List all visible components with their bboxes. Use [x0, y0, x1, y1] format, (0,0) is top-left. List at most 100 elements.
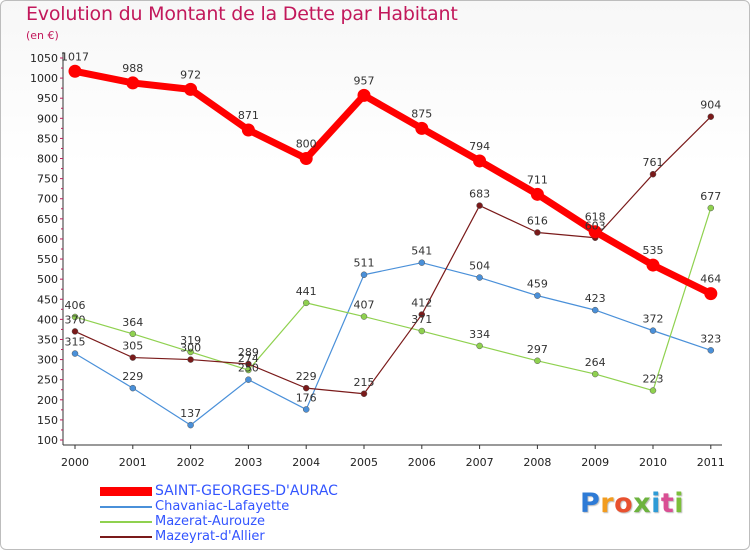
data-label-chavaniac: 372 — [643, 313, 664, 326]
y-tick-label: 400 — [37, 313, 58, 326]
data-label-saint-georges: 794 — [469, 140, 490, 153]
data-label-mazerat: 441 — [296, 285, 317, 298]
data-point-mazeyrat — [476, 202, 483, 209]
data-label-chavaniac: 459 — [527, 278, 548, 291]
data-label-saint-georges: 618 — [585, 211, 606, 224]
data-point-mazeyrat — [302, 384, 310, 392]
y-tick-label: 650 — [37, 213, 58, 226]
data-label-saint-georges: 972 — [180, 68, 201, 81]
data-label-mazeyrat: 300 — [180, 342, 201, 355]
y-tick-label: 850 — [37, 132, 58, 145]
y-tick-label: 900 — [37, 112, 58, 125]
data-point-saint-georges — [588, 225, 602, 239]
data-point-mazerat — [707, 204, 715, 212]
data-point-mazeyrat — [129, 354, 137, 361]
legend-swatch-mazeyrat — [100, 536, 152, 538]
data-point-chavaniac — [71, 350, 79, 357]
x-tick-label: 2002 — [177, 456, 205, 469]
data-label-mazerat: 319 — [180, 334, 201, 347]
data-point-saint-georges — [241, 123, 255, 137]
x-tick-label: 2001 — [119, 456, 147, 469]
y-tick-label: 1000 — [30, 72, 58, 85]
series-line-saint-georges — [74, 67, 713, 297]
series-line-chavaniac — [74, 262, 711, 426]
data-label-chavaniac: 541 — [411, 245, 432, 258]
y-tick-label: 500 — [37, 273, 58, 286]
data-label-chavaniac: 176 — [296, 391, 317, 404]
data-point-chavaniac — [245, 376, 252, 383]
data-label-chavaniac: 137 — [180, 407, 201, 420]
data-label-mazerat: 334 — [469, 328, 490, 341]
y-tick-label: 600 — [37, 233, 58, 246]
data-point-mazerat — [71, 313, 79, 321]
data-point-chavaniac — [129, 384, 137, 392]
x-tick-label: 2011 — [697, 456, 725, 469]
data-point-mazeyrat — [245, 360, 252, 368]
data-label-mazeyrat: 616 — [527, 215, 548, 228]
data-point-saint-georges — [357, 88, 371, 102]
data-point-mazeyrat — [71, 328, 79, 335]
data-label-saint-georges: 535 — [643, 244, 664, 257]
data-label-mazerat: 223 — [643, 373, 664, 386]
data-point-mazerat — [476, 342, 483, 350]
y-tick-label: 450 — [37, 293, 58, 306]
x-tick-label: 2008 — [523, 456, 551, 469]
data-point-chavaniac — [302, 406, 310, 413]
legend-swatch-saint-georges — [100, 487, 152, 496]
data-point-chavaniac — [707, 347, 715, 354]
data-label-chavaniac: 511 — [354, 257, 375, 270]
data-point-chavaniac — [649, 327, 657, 334]
proxiti-logo: Proxiti — [580, 488, 685, 519]
data-label-mazeyrat: 215 — [354, 376, 375, 389]
data-point-mazerat — [360, 313, 368, 320]
data-label-saint-georges: 1017 — [61, 50, 89, 63]
data-point-chavaniac — [418, 259, 426, 266]
data-label-chavaniac: 323 — [700, 332, 721, 345]
data-point-mazerat — [534, 357, 541, 365]
x-tick-label: 2005 — [350, 456, 378, 469]
legend-label-chavaniac: Chavaniac-Lafayette — [155, 499, 290, 514]
data-point-chavaniac — [187, 421, 194, 429]
data-point-saint-georges — [299, 152, 313, 166]
data-point-saint-georges — [704, 287, 718, 301]
data-point-mazeyrat — [187, 356, 194, 363]
x-tick-label: 2009 — [581, 456, 609, 469]
data-point-chavaniac — [591, 306, 599, 314]
data-label-mazerat: 274 — [238, 352, 259, 365]
data-label-mazerat: 407 — [354, 299, 375, 312]
data-point-chavaniac — [360, 271, 368, 278]
data-point-chavaniac — [476, 274, 483, 281]
x-tick-label: 2010 — [639, 456, 667, 469]
data-label-saint-georges: 800 — [296, 138, 317, 151]
y-tick-label: 300 — [37, 354, 58, 367]
data-label-mazeyrat: 370 — [65, 313, 86, 326]
chart-unit: (en €) — [26, 29, 59, 42]
data-point-mazerat — [302, 299, 310, 307]
data-label-saint-georges: 875 — [411, 107, 432, 120]
y-tick-label: 350 — [37, 333, 58, 346]
data-label-mazeyrat: 904 — [700, 99, 721, 112]
data-label-saint-georges: 711 — [527, 173, 548, 186]
data-label-saint-georges: 464 — [700, 273, 721, 286]
x-tick-label: 2003 — [234, 456, 262, 469]
y-tick-label: 950 — [37, 92, 58, 105]
data-point-mazerat — [591, 370, 599, 378]
x-tick-label: 2007 — [466, 456, 494, 469]
data-label-mazeyrat: 761 — [643, 156, 664, 169]
y-tick-label: 750 — [37, 173, 58, 186]
series-line-mazerat — [74, 207, 712, 392]
legend-swatch-mazerat — [100, 521, 152, 523]
data-point-mazerat — [649, 387, 657, 394]
data-point-chavaniac — [534, 292, 541, 299]
data-label-chavaniac: 423 — [585, 292, 606, 305]
data-point-saint-georges — [473, 154, 487, 168]
data-point-mazeyrat — [360, 390, 368, 398]
legend-label-mazerat: Mazerat-Aurouze — [155, 514, 266, 529]
data-label-mazeyrat: 603 — [585, 220, 606, 233]
data-point-saint-georges — [415, 121, 429, 135]
y-tick-label: 550 — [37, 253, 58, 266]
data-point-saint-georges — [126, 76, 140, 90]
y-tick-label: 700 — [37, 193, 58, 206]
chart-title: Evolution du Montant de la Dette par Hab… — [26, 3, 458, 25]
